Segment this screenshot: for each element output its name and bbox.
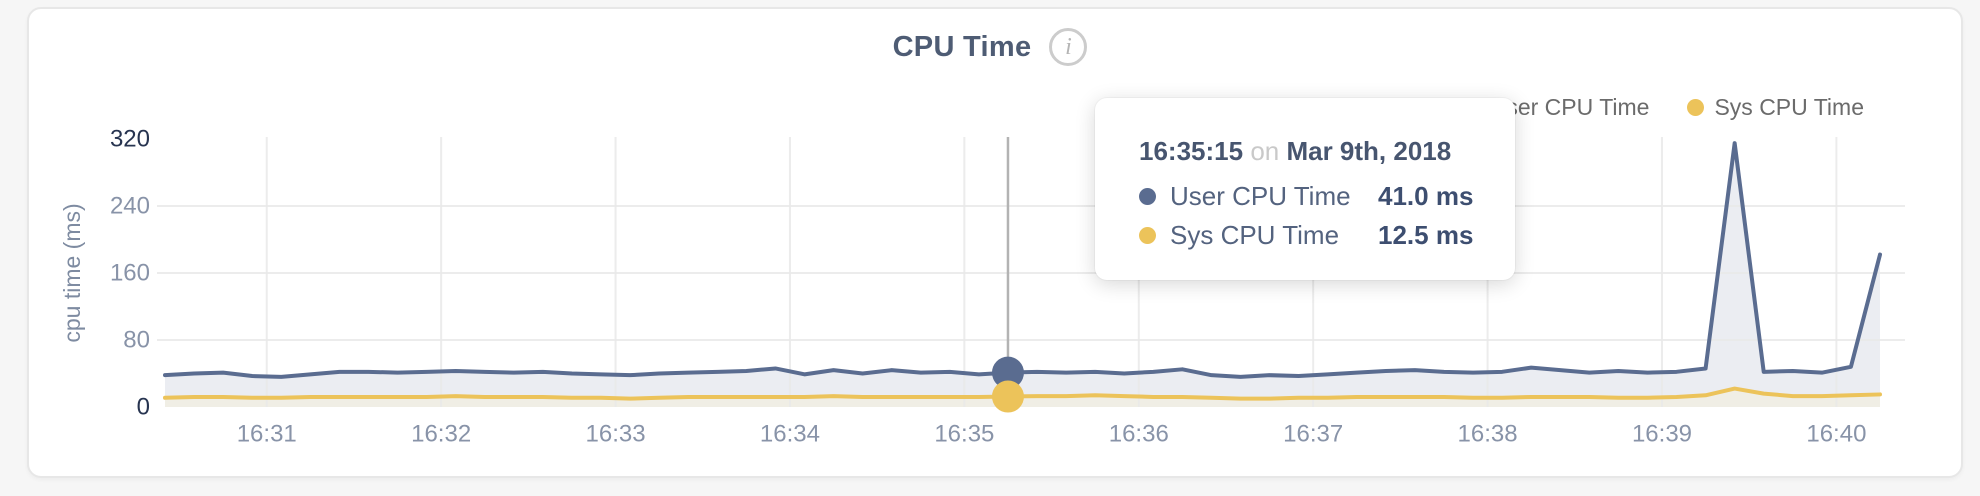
legend-item-sys-cpu-time[interactable]: Sys CPU Time (1687, 94, 1864, 121)
x-tick-label: 16:36 (1109, 421, 1169, 448)
legend-label-user: User CPU Time (1489, 94, 1650, 120)
x-tick-label: 16:38 (1458, 421, 1518, 448)
highlight-dot-user (991, 356, 1024, 389)
x-tick-label: 16:37 (1283, 421, 1343, 448)
y-tick-label: 80 (123, 327, 150, 354)
y-axis-title: cpu time (ms) (59, 203, 85, 342)
chart-title: CPU Time (892, 30, 1032, 63)
x-tick-label: 16:40 (1806, 421, 1866, 448)
y-tick-label: 160 (110, 260, 150, 287)
legend: User CPU Time Sys CPU Time (1462, 94, 1864, 121)
x-tick-label: 16:34 (760, 421, 820, 448)
tooltip-header: 16:35:15 on Mar 9th, 2018 (1139, 138, 1485, 164)
y-tick-label: 0 (137, 394, 150, 421)
highlight-dot-sys (991, 380, 1024, 413)
x-tick-label: 16:31 (237, 421, 297, 448)
info-icon[interactable]: i (1049, 28, 1088, 66)
y-tick-label: 320 (110, 126, 150, 153)
y-tick-label: 240 (110, 193, 150, 220)
x-tick-label: 16:33 (586, 421, 646, 448)
x-tick-label: 16:35 (934, 421, 994, 448)
x-tick-label: 16:32 (411, 421, 471, 448)
tooltip-row-sys: Sys CPU Time 12.5 ms (1139, 222, 1485, 248)
chart-header: CPU Time i (0, 28, 1980, 66)
tooltip-user-label: User CPU Time (1170, 181, 1351, 211)
tooltip-date: Mar 9th, 2018 (1286, 136, 1452, 166)
user-cpu-area (165, 143, 1880, 407)
tooltip-sys-value: 12.5 ms (1378, 220, 1474, 250)
tooltip-user-value: 41.0 ms (1378, 181, 1474, 211)
tooltip-sys-dot-icon (1139, 226, 1156, 244)
legend-label-sys: Sys CPU Time (1714, 94, 1864, 120)
sys-series-dot-icon (1687, 99, 1705, 116)
user-cpu-line (163, 141, 1882, 379)
tooltip-time: 16:35:15 (1139, 136, 1244, 166)
tooltip-sys-label: Sys CPU Time (1170, 220, 1340, 250)
tooltip-row-user: User CPU Time 41.0 ms (1139, 183, 1485, 209)
chart-tooltip: 16:35:15 on Mar 9th, 2018 User CPU Time … (1095, 98, 1515, 280)
x-tick-label: 16:39 (1632, 421, 1692, 448)
tooltip-connector: on (1250, 136, 1280, 166)
tooltip-user-dot-icon (1139, 187, 1156, 205)
